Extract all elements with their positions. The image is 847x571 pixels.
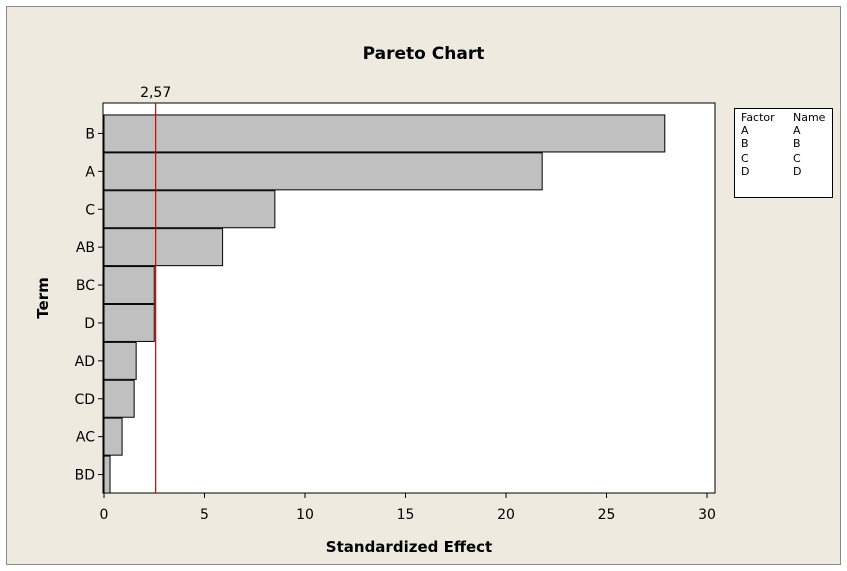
y-tick-label: AD: [75, 354, 95, 370]
x-tick-label: 0: [100, 507, 109, 523]
legend-factor: A: [741, 124, 749, 137]
bar-ad: [103, 341, 137, 380]
legend-row: A A: [735, 124, 832, 137]
y-tick-label: D: [84, 316, 95, 332]
y-tick-label: B: [85, 126, 95, 142]
x-ticks-group: 0 5 10 15 20 25 30: [100, 493, 716, 523]
y-tick-label: BD: [75, 468, 95, 484]
y-axis-title: Term: [34, 277, 52, 318]
bar-d: [103, 303, 155, 342]
legend: Factor Name A A B B C C D D: [734, 108, 833, 198]
legend-name: A: [793, 124, 801, 137]
y-tick-label: CD: [74, 392, 95, 408]
legend-row: C C: [735, 152, 832, 165]
bar-ab: [103, 228, 224, 267]
legend-header-name: Name: [793, 111, 826, 124]
bar-bc: [103, 266, 155, 305]
x-tick-label: 15: [397, 507, 415, 523]
bar-c: [103, 190, 276, 229]
legend-row: D D: [735, 165, 832, 178]
legend-factor: C: [741, 152, 749, 165]
bar-bd: [103, 455, 111, 494]
chart-title: Pareto Chart: [362, 44, 485, 64]
legend-factor: B: [741, 137, 749, 150]
legend-row: B B: [735, 137, 832, 150]
y-tick-label: A: [85, 164, 95, 180]
x-axis-title: Standardized Effect: [326, 538, 492, 556]
reference-line-label: 2,57: [140, 85, 171, 101]
bar-a: [103, 152, 543, 191]
bars-group: [103, 114, 666, 494]
bar-cd: [103, 379, 135, 418]
y-tick-label: AC: [76, 430, 95, 446]
bar-ac: [103, 417, 123, 456]
y-tick-label: AB: [76, 240, 95, 256]
x-tick-label: 20: [497, 507, 515, 523]
legend-factor: D: [741, 165, 750, 178]
x-tick-label: 30: [698, 507, 716, 523]
y-tick-label: BC: [76, 278, 95, 294]
bar-b: [103, 114, 666, 153]
legend-header-factor: Factor: [741, 111, 775, 124]
legend-name: D: [793, 165, 802, 178]
y-tick-label: C: [85, 202, 95, 218]
legend-header: Factor Name: [735, 111, 832, 124]
x-tick-label: 25: [598, 507, 616, 523]
x-tick-label: 10: [296, 507, 314, 523]
legend-name: C: [793, 152, 801, 165]
legend-name: B: [793, 137, 801, 150]
x-tick-label: 5: [200, 507, 209, 523]
